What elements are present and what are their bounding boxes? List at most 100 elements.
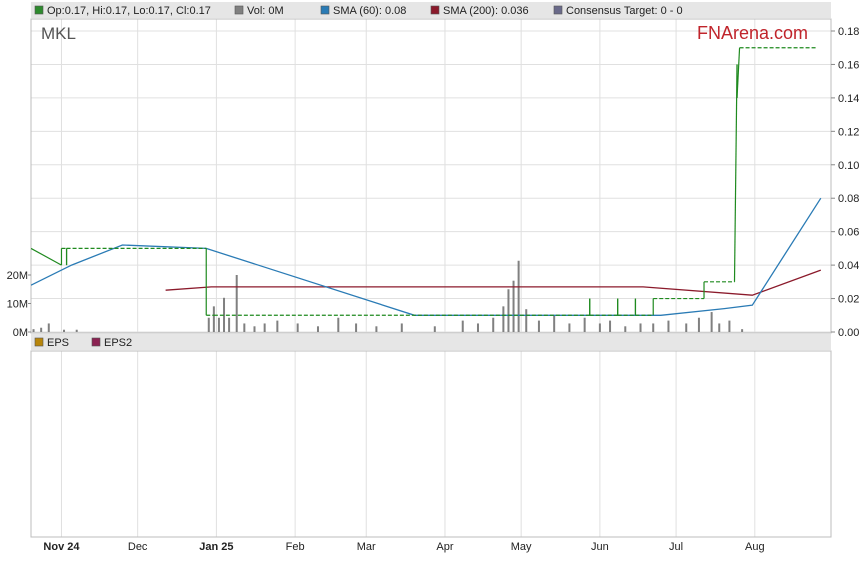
legend-swatch [34, 5, 44, 15]
x-tick-label: Mar [357, 541, 376, 553]
volume-bar [32, 329, 35, 332]
volume-bar [583, 317, 586, 332]
volume-bar [207, 317, 210, 332]
volume-bar [212, 306, 215, 332]
volume-bar [598, 323, 601, 332]
price-tick-label: 0.04 [838, 260, 859, 272]
volume-bar [75, 329, 78, 332]
price-step-v [31, 247, 62, 266]
volume-bar [697, 317, 700, 332]
volume-bar [263, 323, 266, 332]
volume-bar [375, 326, 378, 332]
x-axis: Nov 24 Dec Jan 25 Feb Mar Apr May Jun Jul Aug [43, 541, 764, 553]
volume-bar [667, 320, 670, 332]
volume-bar [741, 329, 744, 332]
volume-bar [718, 323, 721, 332]
legend-label: Op:0.17, Hi:0.17, Lo:0.17, Cl:0.17 [47, 5, 211, 17]
price-tick-label: 0.10 [838, 160, 859, 172]
volume-bar [639, 323, 642, 332]
volume-bars [32, 260, 744, 332]
volume-bar [316, 326, 319, 332]
price-tick-label: 0.18 [838, 26, 859, 38]
volume-tick-label: 10M [7, 299, 28, 311]
volume-bar [228, 317, 231, 332]
volume-bar [253, 326, 256, 332]
price-panel-frame [30, 18, 832, 334]
volume-bar [492, 317, 495, 332]
legend-swatch [234, 5, 244, 15]
volume-bar [507, 289, 510, 332]
price-axis: 0.00 0.02 0.04 0.06 0.08 0.10 0.12 0.14 0.16 0.18 [831, 26, 859, 339]
price-tick-label: 0.14 [838, 93, 859, 105]
legend-label: Consensus Target: 0 - 0 [566, 5, 683, 17]
sma60-line [31, 197, 822, 316]
legend-bar-bottom [31, 334, 831, 350]
grid [31, 19, 831, 537]
legend-label: SMA (200): 0.036 [443, 5, 529, 17]
x-tick-label: Feb [286, 541, 305, 553]
legend-label: Vol: 0M [247, 5, 284, 17]
price-tick-label: 0.08 [838, 193, 859, 205]
legend-label: SMA (60): 0.08 [333, 5, 406, 17]
legend-top: Op:0.17, Hi:0.17, Lo:0.17, Cl:0.17 Vol: 0… [34, 5, 683, 17]
volume-bar [243, 323, 246, 332]
volume-bar [537, 320, 540, 332]
price-step-v [733, 64, 738, 282]
price-tick-label: 0.12 [838, 126, 859, 138]
volume-bar [685, 323, 688, 332]
sma60-series [31, 197, 822, 316]
legend-label: EPS2 [104, 337, 132, 349]
ticker-label: MKL [41, 24, 76, 43]
volume-bar [296, 323, 299, 332]
x-tick-label: May [511, 541, 532, 553]
price-tick-label: 0.06 [838, 227, 859, 239]
x-tick-label: Jun [591, 541, 609, 553]
volume-bar [47, 323, 50, 332]
volume-bar [710, 312, 713, 332]
volume-bar [217, 317, 220, 332]
volume-bar [337, 317, 340, 332]
volume-tick-label: 20M [7, 270, 28, 282]
brand-logo: FNArena.com [697, 23, 808, 43]
volume-bar [512, 280, 515, 332]
volume-bar [223, 297, 226, 332]
x-tick-label: Dec [128, 541, 148, 553]
price-tick-label: 0.02 [838, 294, 859, 306]
sma200-series [165, 269, 822, 296]
x-tick-label: Jan 25 [199, 541, 233, 553]
volume-bar [502, 306, 505, 332]
price-tick-label: 0.00 [838, 327, 859, 339]
volume-bar [568, 323, 571, 332]
legend-swatch [320, 5, 330, 15]
x-tick-label: Aug [745, 541, 765, 553]
legend-swatch [553, 5, 563, 15]
volume-bar [40, 327, 43, 332]
volume-bar [728, 320, 731, 332]
x-tick-label: Nov 24 [43, 541, 80, 553]
volume-bar [433, 326, 436, 332]
volume-bar [525, 309, 528, 332]
legend-swatch [430, 5, 440, 15]
volume-bar [553, 314, 556, 332]
price-series [31, 47, 816, 316]
volume-bar [476, 323, 479, 332]
eps-panel-frame [30, 350, 832, 538]
legend-swatch [91, 337, 101, 347]
legend-bottom: EPS EPS2 [34, 337, 132, 349]
volume-bar [609, 320, 612, 332]
legend-label: EPS [47, 337, 69, 349]
x-tick-label: Apr [436, 541, 453, 553]
legend-swatch [34, 337, 44, 347]
volume-bar [517, 260, 520, 332]
volume-bar [461, 320, 464, 332]
volume-bar [624, 326, 627, 332]
volume-bar [652, 323, 655, 332]
x-tick-label: Jul [669, 541, 683, 553]
volume-bar [355, 323, 358, 332]
volume-bar [235, 275, 238, 332]
sma200-line [165, 269, 822, 296]
volume-tick-label: 0M [13, 327, 28, 339]
volume-axis: 0M 10M 20M [7, 270, 31, 339]
